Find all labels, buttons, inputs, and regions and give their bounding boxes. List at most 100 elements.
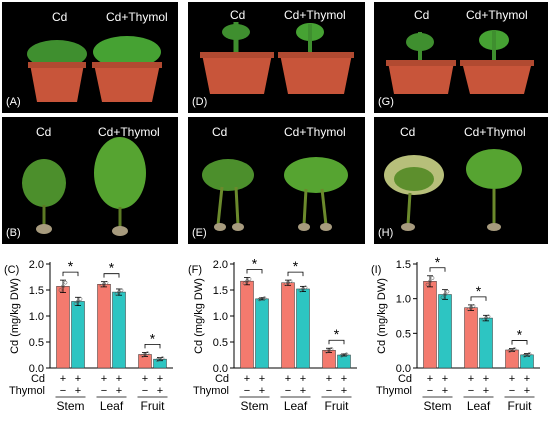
bar — [281, 282, 295, 369]
data-point — [484, 316, 488, 320]
photo-text-cd: Cd — [414, 8, 430, 22]
treatment-sign: + — [285, 373, 291, 385]
category-label: Stem — [240, 399, 268, 413]
bar — [438, 294, 452, 369]
treatment-row-label: Cd — [31, 373, 45, 385]
y-axis-label: Cd (mg/kg DW) — [193, 278, 205, 354]
y-tick-label: 1.5 — [29, 285, 44, 297]
significance-marker: * — [109, 260, 115, 276]
y-tick-label: 0.5 — [29, 337, 44, 349]
data-point — [430, 276, 435, 280]
bar — [97, 284, 111, 369]
treatment-sign: + — [157, 385, 163, 397]
treatment-sign: + — [157, 373, 163, 385]
treatment-sign: + — [142, 373, 148, 385]
treatment-sign: + — [75, 373, 81, 385]
y-tick-label: 2.0 — [29, 259, 44, 271]
y-tick-label: 1.5 — [396, 259, 411, 271]
bar — [240, 280, 254, 369]
data-point — [61, 284, 65, 289]
treatment-sign: + — [300, 385, 306, 397]
data-point — [158, 357, 162, 362]
data-point — [76, 299, 80, 304]
significance-bracket — [511, 340, 528, 345]
bar — [296, 288, 310, 369]
photo-text-cd: Cd — [230, 8, 246, 22]
significance-marker: * — [435, 254, 441, 270]
significance-bracket — [429, 267, 446, 272]
treatment-sign: − — [244, 385, 250, 397]
treatment-sign: − — [285, 385, 291, 397]
bar — [255, 298, 269, 369]
treatment-sign: + — [60, 373, 66, 385]
significance-marker: * — [334, 326, 340, 342]
treatment-sign: + — [524, 385, 530, 397]
y-tick-label: 1.5 — [213, 285, 228, 297]
data-point — [245, 279, 249, 284]
photo-text-cd-thymol: Cd+Thymol — [466, 8, 528, 22]
treatment-sign: − — [142, 385, 148, 397]
data-point — [469, 305, 473, 310]
bar — [505, 349, 519, 369]
category-label: Stem — [423, 399, 451, 413]
data-point — [160, 356, 165, 361]
significance-marker: * — [68, 258, 74, 274]
bar — [423, 281, 437, 369]
bar — [337, 354, 351, 369]
significance-marker: * — [252, 256, 258, 272]
treatment-row-label: Thymol — [376, 385, 412, 397]
bar — [112, 291, 126, 369]
y-tick-label: 2.0 — [213, 259, 228, 271]
treatment-sign: − — [509, 385, 515, 397]
data-point — [471, 304, 476, 308]
data-point — [342, 353, 346, 357]
treatment-sign: + — [341, 385, 347, 397]
treatment-sign: + — [300, 373, 306, 385]
significance-marker: * — [293, 258, 299, 274]
treatment-sign: + — [468, 373, 474, 385]
data-point — [104, 280, 109, 285]
significance-marker: * — [150, 330, 156, 346]
significance-bracket — [470, 296, 487, 301]
category-label: Leaf — [284, 399, 308, 413]
data-point — [339, 353, 344, 358]
data-point — [522, 353, 527, 358]
data-point — [303, 285, 308, 290]
significance-bracket — [144, 344, 161, 349]
treatment-sign: + — [483, 385, 489, 397]
treatment-sign: + — [116, 385, 122, 397]
treatment-sign: + — [259, 373, 265, 385]
photo-text-cd: Cd — [212, 125, 228, 139]
photo-panel-b: Cd Cd+Thymol (B) — [2, 117, 178, 244]
significance-bracket — [287, 271, 304, 277]
significance-marker: * — [517, 327, 523, 343]
data-point — [114, 292, 119, 296]
y-tick-label: 0.0 — [213, 363, 228, 375]
panel-label: (B) — [6, 227, 21, 239]
data-point — [117, 290, 121, 294]
data-point — [510, 348, 514, 352]
y-tick-label: 1.0 — [396, 294, 411, 306]
treatment-sign: + — [101, 373, 107, 385]
category-label: Leaf — [100, 399, 124, 413]
photo-text-cd: Cd — [36, 125, 52, 139]
bar — [71, 301, 85, 369]
data-point — [445, 289, 450, 294]
bar — [322, 350, 336, 369]
data-point — [512, 347, 517, 351]
treatment-sign: + — [442, 385, 448, 397]
y-tick-label: 1.0 — [213, 311, 228, 323]
bar-chart-i: (I) Cd (mg/kg DW) 0.0 0.5 1.0 1.5 * + + − + Stem * + +… — [367, 252, 550, 421]
treatment-sign: + — [442, 373, 448, 385]
data-point — [288, 279, 293, 284]
panel-label: (A) — [6, 96, 21, 108]
photo-panel-h: Cd Cd+Thymol (H) — [374, 117, 548, 244]
data-point — [119, 288, 124, 293]
potted-plants-image — [386, 30, 534, 94]
y-tick-label: 0.0 — [396, 363, 411, 375]
treatment-sign: − — [427, 385, 433, 397]
treatment-row-label: Thymol — [193, 385, 229, 397]
panel-label: (I) — [371, 264, 381, 276]
data-point — [145, 351, 150, 356]
category-label: Fruit — [141, 399, 166, 413]
